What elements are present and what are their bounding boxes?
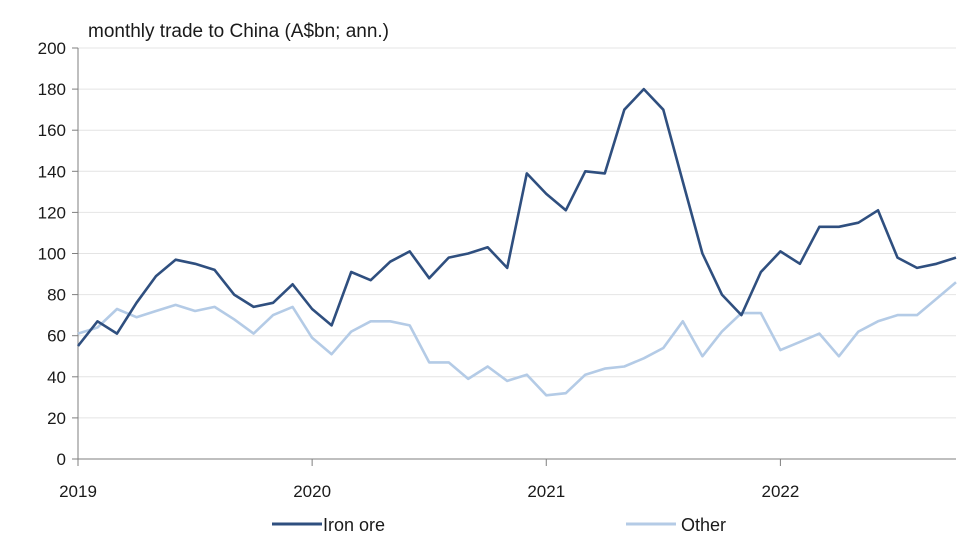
y-tick-label: 120 xyxy=(38,203,66,222)
x-tick-label: 2020 xyxy=(293,482,331,501)
legend: Iron ore Other xyxy=(272,515,726,535)
y-tick-label: 80 xyxy=(47,286,66,305)
y-tick-label: 180 xyxy=(38,80,66,99)
legend-label-iron-ore: Iron ore xyxy=(323,515,385,535)
series-lines xyxy=(76,87,957,397)
x-tick-label: 2021 xyxy=(527,482,565,501)
y-tick-label: 200 xyxy=(38,39,66,58)
series-line-iron-ore xyxy=(76,87,957,347)
x-axis: 2019 2020 2021 2022 xyxy=(59,458,956,501)
chart-title: monthly trade to China (A$bn; ann.) xyxy=(88,21,389,42)
y-tick-label: 60 xyxy=(47,327,66,346)
gridlines xyxy=(78,47,956,419)
y-tick-label: 0 xyxy=(57,450,66,469)
y-tick-label: 100 xyxy=(38,245,66,264)
y-tick-label: 40 xyxy=(47,368,66,387)
y-tick-label: 20 xyxy=(47,409,66,428)
legend-label-other: Other xyxy=(681,515,726,535)
x-tick-label: 2022 xyxy=(761,482,799,501)
y-axis: 0 20 40 60 80 100 120 140 160 180 200 xyxy=(38,39,79,469)
y-tick-label: 140 xyxy=(38,162,66,181)
series-line-other xyxy=(77,281,957,397)
y-tick-label: 160 xyxy=(38,121,66,140)
x-tick-label: 2019 xyxy=(59,482,97,501)
